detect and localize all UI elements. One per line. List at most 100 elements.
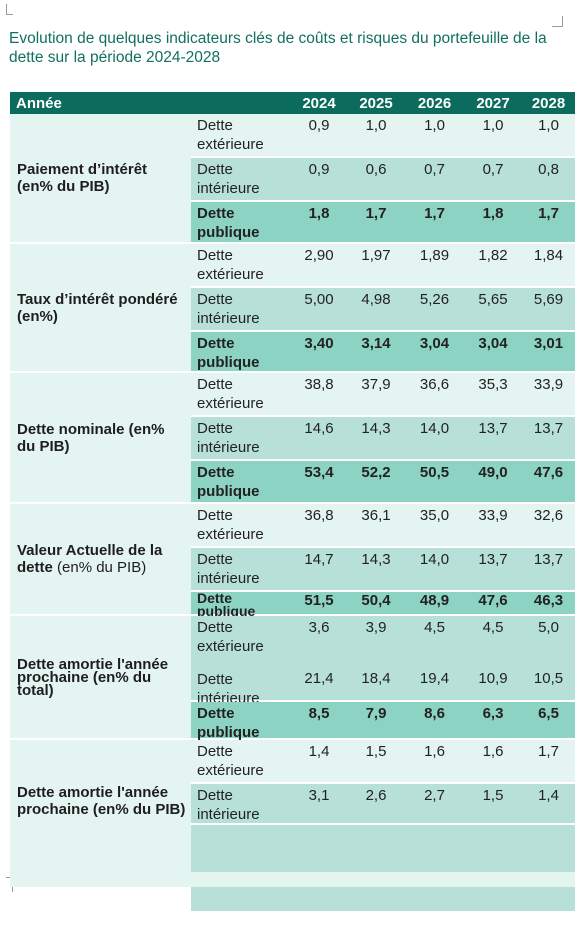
cell-value: 14,7	[291, 548, 347, 592]
row-category: Dette intérieure	[191, 784, 291, 825]
document-title: Evolution de quelques indicateurs clés d…	[9, 30, 547, 66]
row-category: Dette extérieure	[191, 740, 291, 784]
header-year: 2025	[347, 92, 405, 114]
cell-value: 33,9	[522, 373, 575, 417]
cell-value: 3,9	[347, 616, 405, 660]
cell-value: 1,0	[522, 114, 575, 158]
row-category: Dette publique	[191, 591, 291, 618]
cell-value: 1,82	[464, 244, 522, 288]
row-category: Dette extérieure	[191, 504, 291, 548]
group-label-sub: du PIB)	[17, 437, 70, 455]
cell-value: 51,5	[291, 592, 347, 616]
cell-value: 0,7	[464, 158, 522, 202]
cell-value: 4,5	[464, 616, 522, 660]
group-label-text: Valeur Actuelle de la	[17, 542, 163, 559]
row-category: Dette publique	[191, 202, 291, 244]
cell-value: 4,98	[347, 288, 405, 332]
cell-value: 36,6	[405, 373, 464, 417]
group-label-paiement-interet: Paiement d’intérêt (en% du PIB)	[10, 114, 191, 244]
cell-value: 1,5	[347, 740, 405, 784]
row-category: Dette intérieure	[191, 288, 291, 332]
header-year: 2024	[291, 92, 347, 114]
row-category: Dette publique	[191, 702, 291, 741]
cell-value: 1,89	[405, 244, 464, 288]
cell-value: 49,0	[464, 461, 522, 504]
cell-value: 47,6	[464, 592, 522, 616]
cell-value: 33,9	[464, 504, 522, 548]
header-annee: Année	[10, 92, 191, 114]
cell-value: 35,0	[405, 504, 464, 548]
group-label-sub: prochaine (en% du PIB)	[17, 801, 186, 818]
cell-value: 3,01	[522, 332, 575, 373]
row-category: Dette extérieure	[191, 244, 291, 288]
cell-value: 21,4	[291, 660, 347, 702]
row-category: Dette publique	[191, 461, 291, 504]
group-label-dette-nominale: Dette nominale (en% du PIB)	[10, 373, 191, 504]
indicators-table: Année 2024 2025 2026 2027 2028 Paiement …	[10, 92, 575, 911]
cell-value: 10,5	[522, 660, 575, 702]
group-label-dette-amortie-pib: Dette amortie l'année prochaine (en% du P…	[10, 740, 191, 887]
cell-value: 38,8	[291, 373, 347, 417]
group-label-taux-interet: Taux d’intérêt pondéré (en%)	[10, 244, 191, 373]
cell-value: 1,6	[464, 740, 522, 784]
cell-value: 3,04	[405, 332, 464, 373]
cell-value: 14,0	[405, 548, 464, 592]
cell-value: 36,1	[347, 504, 405, 548]
cell-value: 5,26	[405, 288, 464, 332]
cell-value: 2,7	[405, 784, 464, 825]
header-blank	[191, 92, 291, 114]
group-label-sub: (en% du PIB)	[17, 178, 110, 195]
cell-value: 8,5	[291, 702, 347, 740]
group-label-dette-amortie-total: Dette amortie l'année prochaine (en% du t…	[10, 616, 191, 740]
cell-value: 13,7	[464, 548, 522, 592]
cell-value: 1,6	[405, 740, 464, 784]
cell-value: 5,0	[522, 616, 575, 660]
cell-value: 4,5	[405, 616, 464, 660]
row-category: Dette extérieure	[191, 373, 291, 417]
group-label-sub: prochaine (en% du total)	[17, 668, 152, 699]
cell-value: 3,6	[291, 616, 347, 660]
cell-value: 3,14	[347, 332, 405, 373]
header-year: 2027	[464, 92, 522, 114]
cell-value: 37,9	[347, 373, 405, 417]
empty-row	[191, 825, 575, 872]
group-label-text: Taux d’intérêt pondéré	[17, 290, 178, 308]
group-label-valeur-actuelle: Valeur Actuelle de la dette (en% du PIB)	[10, 504, 191, 616]
group-label-text: Paiement d’intérêt	[17, 161, 148, 178]
cell-value: 53,4	[291, 461, 347, 504]
row-category: Dette intérieure	[191, 548, 291, 592]
cell-value: 1,7	[405, 202, 464, 244]
cell-value: 1,0	[347, 114, 405, 158]
cell-value: 1,8	[464, 202, 522, 244]
row-category: Dette intérieure	[191, 417, 291, 461]
cell-value: 1,84	[522, 244, 575, 288]
cell-value: 50,5	[405, 461, 464, 504]
cell-value: 2,6	[347, 784, 405, 825]
row-category: Dette intérieure	[191, 660, 291, 707]
cell-value: 6,5	[522, 702, 575, 740]
group-label-text: Dette amortie l'année	[17, 784, 169, 801]
group-label-text: Dette amortie l'année	[17, 655, 169, 673]
cell-value: 14,3	[347, 417, 405, 461]
cell-value: 48,9	[405, 592, 464, 616]
cell-value: 1,97	[347, 244, 405, 288]
cell-value: 46,3	[522, 592, 575, 616]
empty-row	[191, 887, 575, 911]
cell-value: 52,2	[347, 461, 405, 504]
cell-value: 0,9	[291, 158, 347, 202]
cell-value: 14,0	[405, 417, 464, 461]
cell-value: 1,0	[405, 114, 464, 158]
cell-value: 1,8	[291, 202, 347, 244]
empty-row	[191, 872, 575, 887]
cell-value: 1,5	[464, 784, 522, 825]
group-label-sub: (en%)	[17, 307, 58, 325]
cell-value: 13,7	[522, 548, 575, 592]
cell-value: 0,7	[405, 158, 464, 202]
cell-value: 36,8	[291, 504, 347, 548]
cell-value: 13,7	[464, 417, 522, 461]
cell-value: 0,9	[291, 114, 347, 158]
cell-value: 1,7	[522, 740, 575, 784]
cell-value: 5,65	[464, 288, 522, 332]
row-category: Dette publique	[191, 332, 291, 373]
cell-value: 5,69	[522, 288, 575, 332]
